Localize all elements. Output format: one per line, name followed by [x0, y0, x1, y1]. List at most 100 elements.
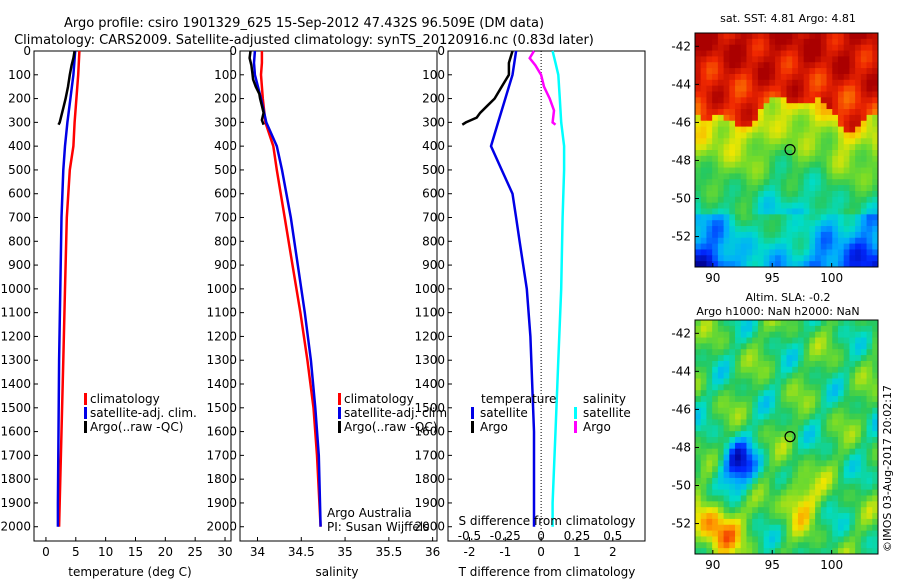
map-cell — [866, 161, 873, 169]
map-cell — [792, 50, 799, 57]
lon-tick-label: 95 — [765, 271, 780, 285]
map-cell — [763, 173, 770, 180]
map-cell — [826, 97, 833, 104]
map-cell — [849, 425, 856, 432]
map-cell — [860, 44, 868, 52]
map-cell — [763, 103, 770, 110]
map-cell — [706, 202, 713, 209]
map-cell — [780, 542, 787, 549]
map-cell — [706, 173, 713, 180]
map-cell — [820, 231, 828, 239]
map-cell — [712, 202, 719, 209]
map-cell — [855, 483, 862, 491]
map-cell — [792, 407, 799, 415]
map-cell — [832, 33, 839, 40]
map-cell — [700, 255, 707, 262]
map-cell — [786, 132, 793, 139]
map-cell — [860, 518, 868, 526]
depth-tick-label: 1500 — [414, 401, 445, 415]
map-cell — [769, 56, 776, 63]
map-cell — [820, 196, 828, 204]
map-cell — [809, 437, 816, 444]
map-cell — [792, 161, 799, 169]
map-cell — [815, 454, 822, 461]
map-cell — [780, 331, 787, 339]
legend-title-temperature: temperature — [481, 392, 556, 406]
map-cell — [792, 243, 799, 250]
map-cell — [855, 56, 862, 63]
map-cell — [723, 477, 730, 485]
map-cell — [780, 132, 787, 139]
map-cell — [837, 401, 845, 409]
map-cell — [763, 360, 770, 368]
map-cell — [866, 401, 873, 409]
map-cell — [866, 79, 873, 87]
map-cell — [832, 167, 839, 174]
s-diff-tick-label: 0.5 — [603, 529, 622, 543]
map-cell — [729, 355, 736, 362]
map-cell — [855, 489, 862, 496]
map-cell — [837, 460, 845, 467]
depth-tick-label: 1400 — [414, 377, 445, 391]
map-cell — [797, 366, 805, 374]
map-cell — [792, 378, 799, 385]
map-cell — [803, 179, 810, 186]
map-cell — [797, 349, 805, 356]
map-cell — [849, 448, 856, 456]
map-cell — [706, 38, 713, 46]
map-cell — [695, 407, 702, 415]
map-cell — [792, 413, 799, 420]
map-cell — [786, 231, 793, 239]
map-cell — [717, 56, 725, 63]
map-cell — [717, 524, 725, 532]
map-cell — [803, 79, 810, 87]
map-cell — [746, 161, 753, 169]
map-cell — [712, 325, 719, 333]
map-cell — [826, 114, 833, 122]
map-cell — [752, 220, 759, 227]
map-cell — [826, 542, 833, 549]
map-cell — [809, 208, 816, 215]
map-cell — [815, 489, 822, 496]
map-cell — [849, 407, 856, 415]
map-cell — [752, 185, 759, 192]
map-cell — [792, 202, 799, 209]
salinity-plot-frame — [239, 50, 438, 542]
map-cell — [752, 91, 759, 98]
map-cell — [866, 460, 873, 467]
map-cell — [706, 109, 713, 116]
map-cell — [712, 226, 719, 233]
map-cell — [723, 114, 730, 122]
map-cell — [775, 390, 782, 397]
map-cell — [855, 401, 862, 409]
map-cell — [792, 214, 799, 221]
map-cell — [717, 390, 725, 397]
map-cell — [803, 97, 810, 104]
s-difference-label: S difference from climatology — [459, 514, 636, 528]
map-cell — [706, 466, 713, 473]
map-cell — [815, 155, 822, 163]
map-cell — [855, 91, 862, 98]
map-cell — [803, 495, 810, 502]
map-cell — [769, 132, 776, 139]
map-cell — [752, 460, 759, 467]
map-cell — [757, 378, 765, 385]
map-cell — [723, 179, 730, 186]
map-cell — [815, 231, 822, 239]
map-cell — [706, 483, 713, 491]
map-cell — [849, 495, 856, 502]
map-cell — [735, 366, 742, 374]
map-cell — [735, 489, 742, 496]
map-cell — [717, 103, 725, 110]
map-cell — [792, 44, 799, 52]
map-cell — [786, 44, 793, 52]
sla-map: Altim. SLA: -0.2 Argo h1000: NaN h2000: … — [671, 291, 879, 572]
map-cell — [729, 132, 736, 139]
map-cell — [797, 120, 805, 128]
map-cell — [820, 454, 828, 461]
map-cell — [763, 384, 770, 391]
map-cell — [735, 68, 742, 75]
map-cell — [752, 325, 759, 333]
map-cell — [855, 208, 862, 215]
map-cell — [746, 355, 753, 362]
